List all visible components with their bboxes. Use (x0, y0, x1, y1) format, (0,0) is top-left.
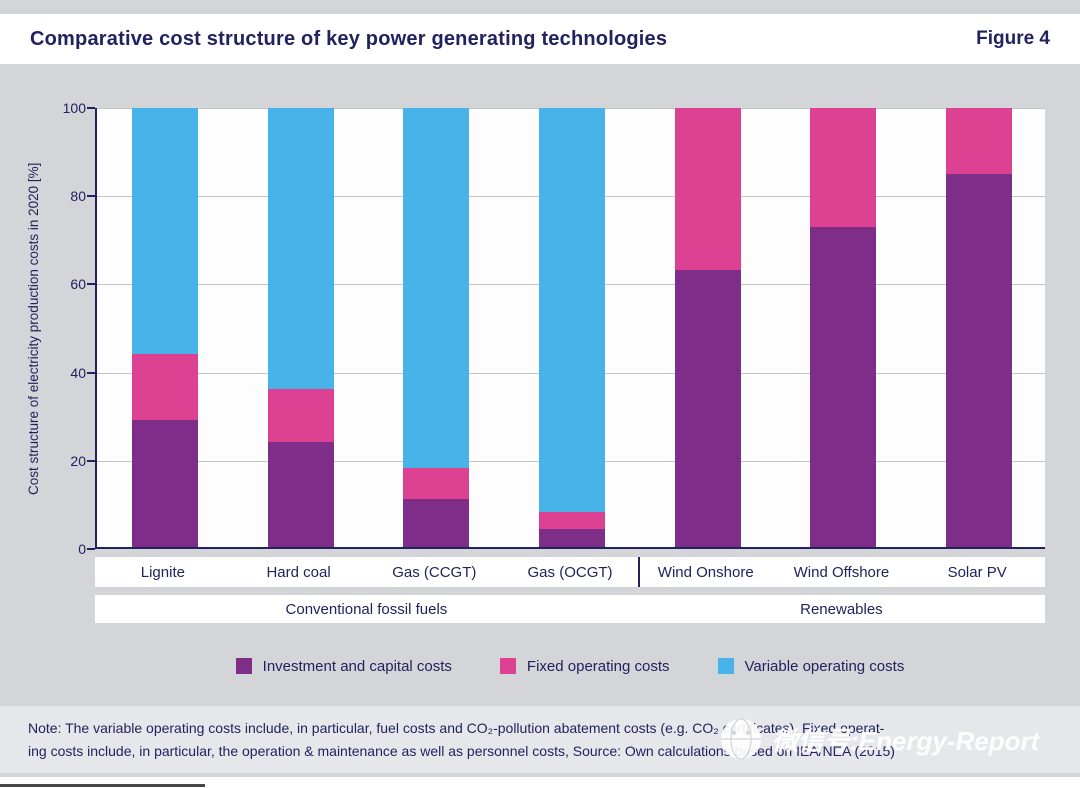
bar-segment (131, 353, 198, 420)
group-label: Renewables (800, 600, 883, 618)
watermark-text: 微信号:Energy-Report (772, 725, 1040, 756)
category-label: Wind Offshore (793, 563, 890, 581)
bar-segment (674, 108, 741, 271)
category-label: Gas (OCGT) (527, 563, 613, 581)
note-line-1: Note: The variable operating costs inclu… (28, 720, 885, 736)
figure-header: Comparative cost structure of key power … (0, 14, 1080, 64)
bar-segment (810, 108, 877, 227)
watermark-logo-icon (721, 718, 761, 760)
category-label: Gas (CCGT) (392, 563, 477, 581)
bar-wind-offshore (810, 108, 877, 547)
category-label: Lignite (140, 563, 185, 581)
y-axis-title: Cost structure of electricity production… (26, 162, 41, 495)
y-tick-label: 20 (70, 452, 86, 469)
y-tick-mark (87, 548, 95, 550)
bar-gas-ccgt- (403, 108, 470, 547)
note-line-2: ing costs include, in particular, the op… (28, 742, 895, 759)
legend-swatch (235, 658, 252, 674)
bar-segment (674, 270, 741, 547)
y-tick-label: 60 (70, 276, 86, 293)
y-tick-mark (87, 107, 95, 109)
bar-segment (946, 108, 1013, 174)
bar-segment (267, 388, 334, 442)
legend-label: Fixed operating costs (526, 657, 670, 675)
group-divider (637, 557, 640, 587)
legend-swatch (717, 658, 734, 674)
legend-item: Investment and capital costs (235, 657, 452, 675)
figure-number-label: Figure 4 (976, 28, 1050, 49)
legend-item: Fixed operating costs (499, 657, 670, 675)
category-label: Solar PV (947, 563, 1007, 581)
bar-segment (946, 173, 1013, 547)
y-tick-label: 100 (62, 100, 86, 116)
bar-segment (131, 108, 198, 354)
y-tick-mark (87, 283, 95, 286)
bottom-progress-line (0, 784, 205, 787)
bar-segment (539, 511, 605, 530)
y-tick-mark (87, 459, 95, 462)
legend-label: Investment and capital costs (262, 657, 452, 675)
group-axis: Conventional fossil fuels Renewables (95, 595, 1045, 623)
bar-wind-onshore (674, 108, 741, 547)
bar-segment (131, 419, 198, 547)
y-axis: 0 20 40 60 80 100 (48, 100, 86, 557)
y-tick-mark (87, 371, 95, 374)
bar-gas-ocgt- (539, 108, 605, 547)
legend-item: Variable operating costs (717, 657, 905, 675)
y-tick-label: 0 (78, 541, 86, 557)
bar-segment (810, 226, 877, 547)
legend: Investment and capital costs Fixed operat… (95, 652, 1045, 680)
bar-segment (539, 529, 605, 547)
category-label: Wind Onshore (657, 563, 754, 581)
plot-area (87, 107, 1045, 550)
watermark: 微信号:Energy-Report (720, 716, 1039, 762)
category-label: Hard coal (266, 563, 331, 581)
bar-segment (403, 108, 470, 468)
bar-solar-pv (946, 108, 1013, 547)
bar-segment (403, 498, 470, 547)
bar-segment (539, 108, 605, 512)
bar-hard-coal (267, 108, 334, 547)
legend-label: Variable operating costs (744, 657, 905, 675)
bar-lignite (131, 108, 198, 547)
bar-segment (267, 441, 334, 547)
category-axis: Lignite Hard coal Gas (CCGT) Gas (OCGT) Wind… (95, 557, 1045, 587)
bottom-strip (0, 777, 1080, 788)
note: Note: The variable operating costs inclu… (0, 706, 1080, 773)
group-label: Conventional fossil fuels (285, 600, 448, 618)
y-tick-mark (87, 195, 95, 198)
legend-swatch (499, 658, 516, 674)
bar-segment (403, 468, 470, 499)
y-tick-label: 40 (70, 364, 86, 381)
bar-segment (267, 108, 334, 389)
page-title: Comparative cost structure of key power … (30, 27, 668, 50)
y-tick-label: 80 (70, 188, 86, 205)
